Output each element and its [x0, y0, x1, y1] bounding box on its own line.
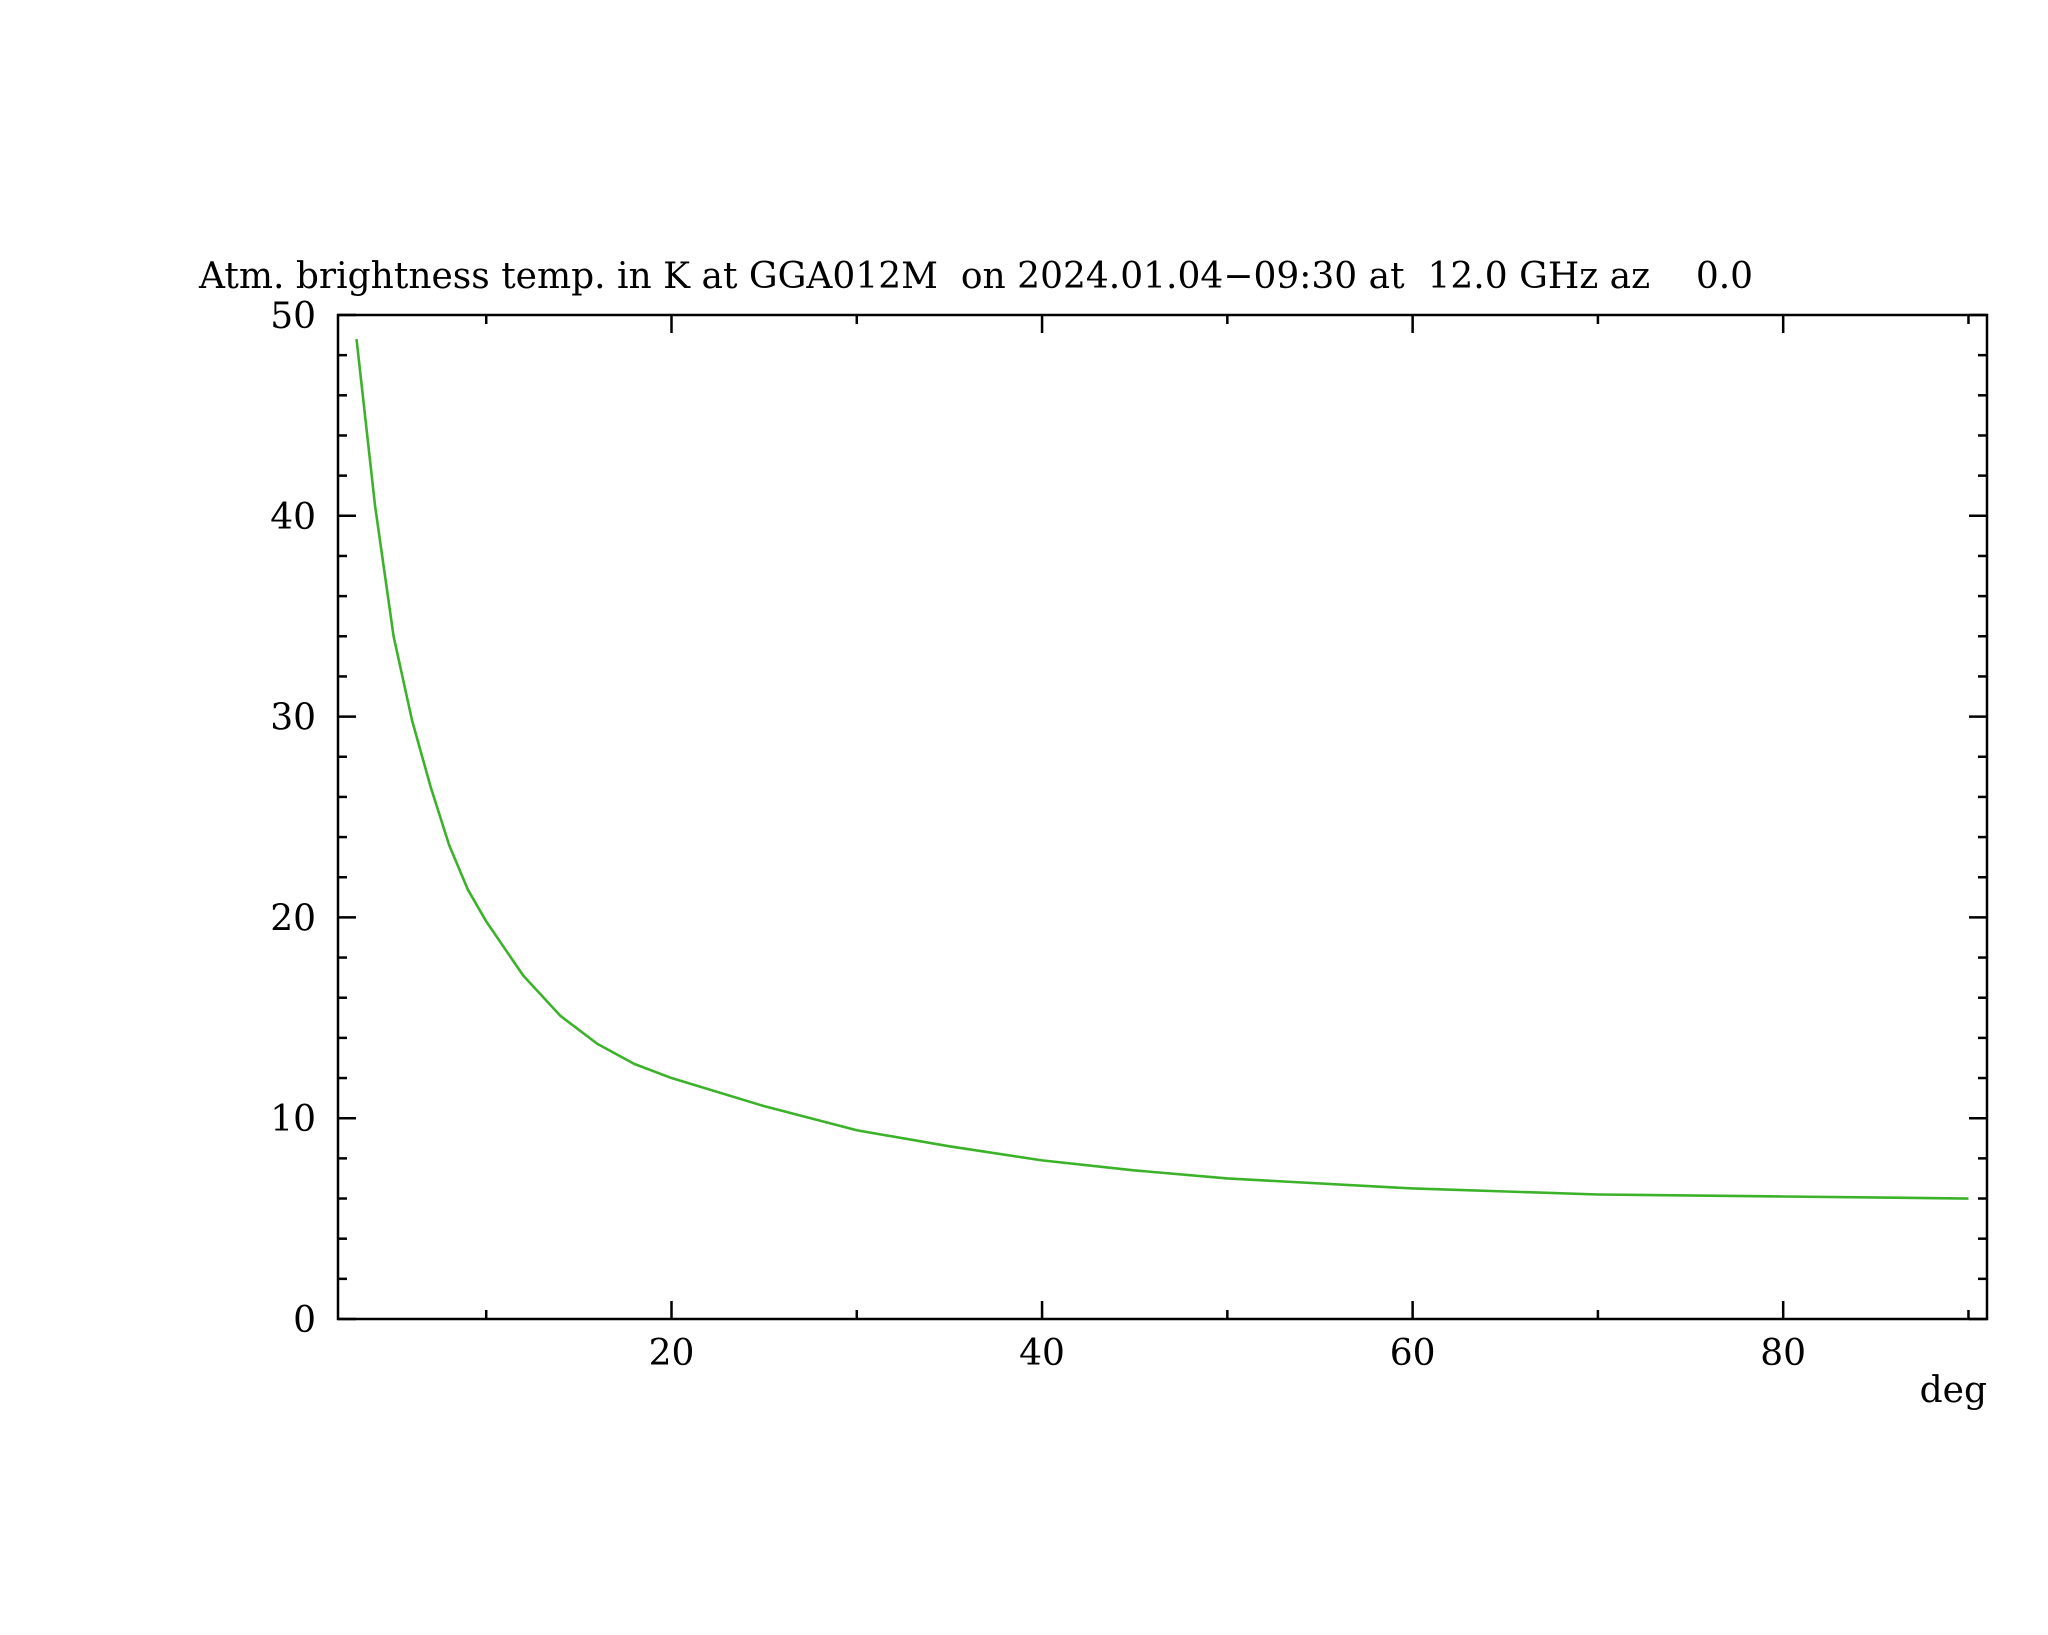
x-tick-label: 20 [649, 1333, 695, 1374]
plot-frame [336, 313, 1989, 1321]
y-tick-label: 20 [270, 898, 316, 939]
y-tick-label: 50 [270, 296, 316, 337]
y-tick-label: 40 [270, 497, 316, 538]
y-tick-label: 30 [270, 698, 316, 739]
x-tick-label: 40 [1019, 1333, 1065, 1374]
x-axis-label: deg [1920, 1370, 1987, 1411]
chart-title: Atm. brightness temp. in K at GGA012M on… [198, 256, 1753, 297]
y-tick-label: 0 [293, 1300, 316, 1341]
x-tick-label: 80 [1760, 1333, 1806, 1374]
x-tick-label: 60 [1390, 1333, 1436, 1374]
data-line [355, 338, 1969, 1200]
y-tick-label: 10 [270, 1099, 316, 1140]
